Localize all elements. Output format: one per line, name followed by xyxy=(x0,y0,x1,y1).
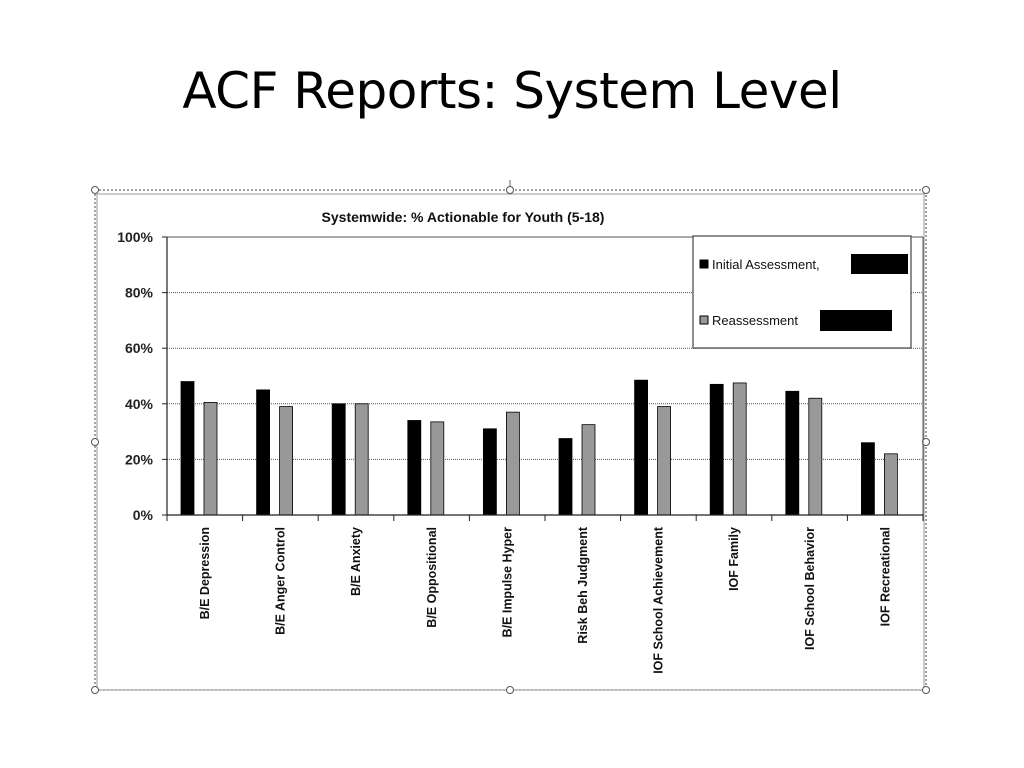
x-category-label: IOF School Behavior xyxy=(803,527,817,650)
x-category-label: Risk Beh Judgment xyxy=(576,526,590,644)
bar-reassessment xyxy=(354,403,369,516)
resize-handle[interactable] xyxy=(91,438,99,446)
bar-initial-assessment xyxy=(861,442,875,516)
chart-title: Systemwide: % Actionable for Youth (5-18… xyxy=(322,209,605,225)
bar-reassessment xyxy=(732,382,747,516)
bar-initial-assessment xyxy=(634,379,648,516)
legend-redaction-2 xyxy=(820,310,892,331)
y-tick-label: 80% xyxy=(125,285,154,301)
bars xyxy=(180,379,898,516)
x-category-label: B/E Anxiety xyxy=(349,527,363,596)
x-category-label: IOF Family xyxy=(727,527,741,591)
y-tick-label: 60% xyxy=(125,340,154,356)
bar-initial-assessment xyxy=(558,438,573,516)
legend: Initial Assessment, Reassessment xyxy=(692,235,912,349)
bar-reassessment xyxy=(505,411,520,516)
resize-handle[interactable] xyxy=(922,438,930,446)
bar-reassessment xyxy=(657,406,671,516)
x-category-label: B/E Depression xyxy=(198,527,212,619)
resize-handle[interactable] xyxy=(922,686,930,694)
x-category-label: IOF Recreational xyxy=(878,527,892,626)
bar-initial-assessment xyxy=(331,403,346,516)
bar-reassessment xyxy=(430,421,445,516)
bar-initial-assessment xyxy=(256,389,271,516)
bar-initial-assessment xyxy=(785,390,800,516)
legend-swatch-initial xyxy=(699,259,709,269)
y-axis: 0% 20% 40% 60% 80% 100% xyxy=(117,229,168,523)
bar-reassessment xyxy=(203,402,218,516)
y-tick-label: 20% xyxy=(125,451,154,467)
legend-label-initial: Initial Assessment, xyxy=(712,257,820,272)
legend-box xyxy=(692,235,912,349)
x-category-label: IOF School Achievement xyxy=(652,526,666,674)
slide-title: ACF Reports: System Level xyxy=(182,62,842,120)
bar-initial-assessment xyxy=(180,381,195,516)
resize-handle[interactable] xyxy=(506,686,514,694)
bar-reassessment xyxy=(581,424,596,516)
x-category-label: B/E Oppositional xyxy=(425,527,439,628)
bar-reassessment xyxy=(808,397,823,516)
legend-redaction-1 xyxy=(851,254,908,274)
legend-swatch-reassessment xyxy=(699,315,709,325)
bar-initial-assessment xyxy=(709,383,724,516)
x-axis: B/E Depression B/E Anger Control B/E Anxie… xyxy=(166,514,924,674)
resize-handle[interactable] xyxy=(91,186,99,194)
x-category-label: B/E Impulse Hyper xyxy=(500,527,514,638)
resize-handle[interactable] xyxy=(91,686,99,694)
bar-initial-assessment xyxy=(482,428,497,516)
y-tick-label: 100% xyxy=(117,229,153,245)
resize-handles xyxy=(91,186,930,694)
bar-reassessment xyxy=(884,453,898,516)
x-category-label: B/E Anger Control xyxy=(274,527,288,635)
legend-label-reassessment: Reassessment xyxy=(712,313,798,328)
resize-handle[interactable] xyxy=(506,186,514,194)
bar-reassessment xyxy=(279,406,294,516)
bar-initial-assessment xyxy=(407,420,422,516)
y-tick-label: 0% xyxy=(133,507,154,523)
y-tick-label: 40% xyxy=(125,396,154,412)
resize-handle[interactable] xyxy=(922,186,930,194)
